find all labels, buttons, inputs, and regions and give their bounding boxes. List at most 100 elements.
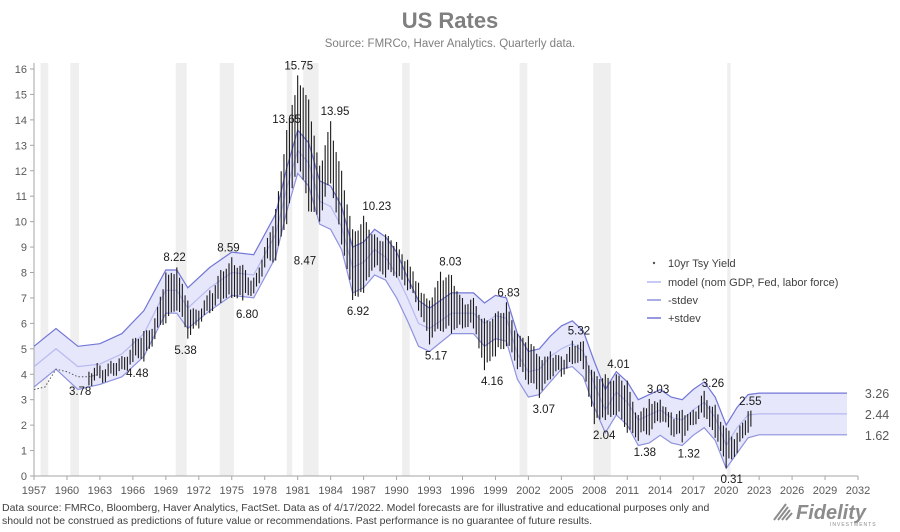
annotation-label: 8.03 [439, 257, 461, 269]
recession-bar [727, 63, 731, 476]
y-tick-label: 12 [15, 166, 27, 178]
footer-line-2: should not be construed as predictions o… [2, 515, 593, 527]
y-tick-label: 1 [21, 446, 27, 458]
y-tick-label: 3 [21, 395, 27, 407]
annotation-label: 3.03 [647, 384, 669, 396]
x-tick-label: 2026 [780, 485, 804, 497]
x-tick-label: 1987 [351, 485, 375, 497]
legend: 10yr Tsy Yield model (nom GDP, Fed, labo… [647, 258, 838, 325]
x-tick-label: 2011 [615, 485, 639, 497]
x-tick-label: 2032 [846, 485, 870, 497]
annotation-label: 8.47 [294, 256, 316, 268]
forecast-end-label: 3.26 [865, 387, 889, 401]
x-tick-label: 1969 [154, 485, 178, 497]
x-tick-label: 2014 [648, 485, 672, 497]
x-tick-label: 1993 [417, 485, 441, 497]
logo-mark-icon [773, 503, 793, 521]
y-tick-label: 10 [15, 217, 27, 229]
legend-item-model: model (nom GDP, Fed, labor force) [647, 277, 838, 289]
x-axis: 1957 1960 1963 1966 1969 1972 1975 1978 1981 1984… [22, 475, 870, 497]
annotation-label: 2.55 [739, 396, 761, 408]
y-tick-label: 6 [21, 318, 27, 330]
x-tick-label: 1972 [187, 485, 211, 497]
annotation-label: 10.23 [362, 201, 391, 213]
chart-subtitle: Source: FMRCo, Haver Analytics. Quarterl… [325, 38, 576, 50]
x-tick-label: 2023 [747, 485, 771, 497]
annotation-label: 5.17 [425, 350, 447, 362]
annotation-label: 4.01 [607, 359, 629, 371]
x-tick-label: 2017 [681, 485, 705, 497]
annotation-label: 13.65 [272, 114, 301, 126]
legend-label-minus-stdev: -stdev [668, 295, 698, 307]
annotation-label: 3.07 [533, 404, 555, 416]
fidelity-logo: Fidelity INVESTMENTS [773, 502, 877, 528]
legend-label-model: model (nom GDP, Fed, labor force) [668, 277, 838, 289]
x-tick-label: 1990 [384, 485, 408, 497]
x-tick-label: 2029 [813, 485, 837, 497]
annotation-label: 15.75 [284, 60, 313, 72]
annotation-label: 6.83 [497, 287, 519, 299]
annotation-label: 3.78 [69, 386, 91, 398]
annotation-label: 8.22 [163, 252, 185, 264]
x-tick-label: 2005 [549, 485, 573, 497]
annotation-label: 2.04 [593, 430, 616, 442]
value-annotations: 3.78 4.48 8.22 5.38 8.59 6.80 8.47 13.65 15.75 13… [69, 60, 762, 486]
forecast-end-label: 1.62 [865, 429, 889, 443]
x-tick-label: 1975 [220, 485, 244, 497]
recession-bar [175, 63, 187, 476]
y-tick-label: 7 [21, 293, 27, 305]
plus-stdev-line [33, 128, 847, 427]
annotation-label: 6.80 [236, 309, 258, 321]
y-tick-label: 5 [21, 344, 27, 356]
chart-title: US Rates [402, 8, 499, 33]
y-tick-label: 14 [15, 115, 27, 127]
y-tick-label: 0 [21, 471, 27, 483]
footer-line-1: Data source: FMRCo, Bloomberg, Haver Ana… [2, 502, 710, 514]
y-tick-label: 8 [21, 268, 27, 280]
y-tick-label: 4 [21, 369, 27, 381]
annotation-label: 1.38 [634, 447, 656, 459]
x-tick-label: 1996 [450, 485, 474, 497]
annotation-label: 13.95 [321, 106, 350, 118]
recession-bar [402, 63, 410, 476]
legend-label-yield: 10yr Tsy Yield [668, 258, 736, 270]
x-tick-label: 2002 [516, 485, 540, 497]
recession-bar [519, 63, 528, 476]
y-tick-label: 2 [21, 420, 27, 432]
logo-subtext: INVESTMENTS [830, 522, 877, 528]
legend-swatch-yield [652, 261, 656, 265]
annotation-label: 5.38 [174, 345, 196, 357]
annotation-label: 6.92 [347, 306, 369, 318]
legend-item-minus-stdev: -stdev [647, 295, 698, 307]
x-tick-label: 1999 [483, 485, 507, 497]
annotation-label: 4.48 [126, 368, 148, 380]
x-tick-label: 1960 [55, 485, 79, 497]
x-tick-label: 2008 [582, 485, 606, 497]
forecast-end-label: 2.44 [865, 408, 889, 422]
y-tick-label: 15 [15, 89, 27, 101]
yield-bars [88, 75, 752, 469]
x-tick-label: 1963 [88, 485, 112, 497]
y-tick-label: 11 [16, 191, 27, 203]
x-tick-label: 1978 [252, 485, 276, 497]
annotation-label: 3.26 [702, 378, 724, 390]
annotation-label: 4.16 [481, 376, 503, 388]
recession-bar [40, 63, 49, 476]
logo-wordmark: Fidelity [796, 502, 867, 524]
x-tick-label: 1984 [318, 485, 342, 497]
y-tick-label: 13 [15, 140, 27, 152]
early-yield-dotted [33, 368, 101, 390]
x-tick-label: 2020 [714, 485, 738, 497]
recession-bar [286, 63, 293, 476]
forecast-end-labels: 3.26 2.44 1.62 [865, 387, 889, 443]
legend-item-plus-stdev: +stdev [647, 313, 701, 325]
annotation-label: 1.32 [678, 448, 700, 460]
x-tick-label: 1981 [285, 485, 309, 497]
annotation-label: 0.31 [720, 474, 742, 486]
legend-item-yield: 10yr Tsy Yield [652, 258, 736, 270]
annotation-label: 5.32 [568, 326, 590, 338]
legend-label-plus-stdev: +stdev [668, 313, 701, 325]
recession-bar [70, 63, 80, 476]
